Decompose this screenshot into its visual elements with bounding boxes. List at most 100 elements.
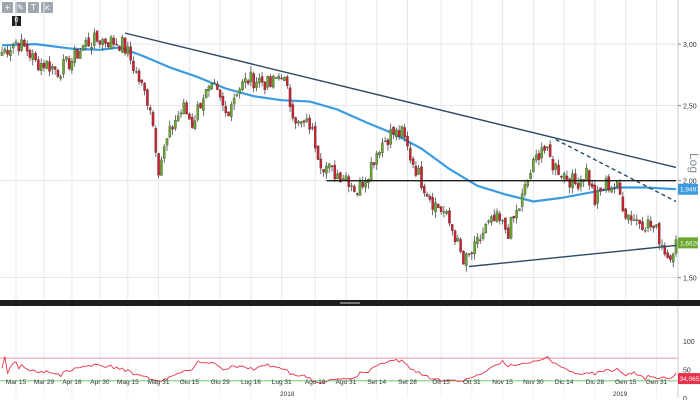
candle-body bbox=[260, 76, 264, 83]
candle-body bbox=[316, 145, 320, 160]
candle-body bbox=[162, 146, 166, 159]
candle-body bbox=[355, 193, 359, 195]
drawing-count-badge: 0 bbox=[12, 16, 21, 26]
candle-body bbox=[585, 167, 588, 181]
time-tick-label: Dic 14 bbox=[555, 379, 574, 386]
candle-body bbox=[417, 167, 420, 175]
candle-body bbox=[238, 88, 241, 94]
candle-body bbox=[311, 127, 314, 129]
candle-body bbox=[286, 76, 289, 86]
candle-body bbox=[146, 89, 149, 106]
time-tick-label: Nov 30 bbox=[523, 379, 544, 386]
candle-body bbox=[529, 173, 532, 179]
candle-body bbox=[84, 39, 88, 47]
candle-body bbox=[431, 197, 434, 210]
candle-body bbox=[604, 178, 608, 190]
candle-body bbox=[437, 203, 440, 209]
year-label: 2018 bbox=[280, 391, 295, 398]
candle-body bbox=[121, 36, 124, 53]
price-grid bbox=[0, 0, 678, 398]
crosshair-icon[interactable]: + bbox=[2, 2, 13, 13]
price-tick-label: 2,50 bbox=[683, 104, 697, 111]
candle-body bbox=[336, 173, 339, 180]
time-tick-label: Mag 31 bbox=[148, 379, 170, 386]
candle-body bbox=[459, 239, 462, 252]
candle-body bbox=[3, 48, 7, 53]
candle-body bbox=[635, 219, 639, 221]
candle-body bbox=[546, 146, 549, 149]
candle-body bbox=[171, 126, 174, 130]
candle-body bbox=[638, 219, 641, 224]
candle-body bbox=[305, 118, 309, 122]
candle-body bbox=[671, 253, 675, 263]
time-tick-label: Lug 16 bbox=[241, 379, 261, 386]
year-label: 2019 bbox=[613, 391, 628, 398]
time-tick-label: Mar 15 bbox=[6, 379, 27, 386]
time-tick-label: Giu 15 bbox=[180, 379, 200, 386]
candle-body bbox=[274, 77, 278, 79]
candle-body bbox=[613, 187, 616, 190]
candle-body bbox=[554, 163, 557, 170]
candle-body bbox=[283, 77, 286, 81]
candle-body bbox=[134, 71, 138, 73]
candle-body bbox=[411, 158, 415, 165]
text-tool-icon[interactable]: T bbox=[28, 2, 39, 13]
candle-body bbox=[372, 162, 376, 166]
candle-body bbox=[470, 252, 474, 255]
time-axis: Mar 15 Mar 29 Apr 16 Apr 30 Mag 15 Mag 31 Giu … bbox=[6, 379, 668, 398]
candle-body bbox=[258, 78, 261, 84]
candle-body bbox=[23, 40, 26, 47]
candle-body bbox=[39, 63, 43, 71]
candle-body bbox=[255, 81, 258, 88]
candle-body bbox=[93, 32, 96, 46]
candle-body bbox=[199, 102, 202, 109]
separator-handle bbox=[340, 302, 360, 304]
candle-body bbox=[299, 121, 303, 124]
price-axis: 3,00 2,50 2,00 1,50 1,9497 1,6626 bbox=[677, 0, 700, 300]
candle-body bbox=[288, 87, 292, 107]
time-tick-label: Gen 31 bbox=[646, 379, 668, 386]
time-tick-label: Set 14 bbox=[367, 379, 386, 386]
candle-body bbox=[227, 111, 230, 116]
candle-body bbox=[453, 230, 457, 243]
candle-body bbox=[540, 147, 544, 159]
candle-body bbox=[67, 58, 71, 69]
candle-body bbox=[333, 164, 337, 180]
candle-body bbox=[428, 196, 432, 200]
candle-body bbox=[509, 217, 513, 239]
candle-body bbox=[481, 232, 485, 239]
candle-body bbox=[232, 97, 236, 105]
candle-body bbox=[45, 60, 48, 69]
rsi-line bbox=[1, 355, 677, 384]
candle-body bbox=[383, 140, 387, 143]
pencil-icon[interactable]: ✎ bbox=[15, 2, 26, 13]
candle-body bbox=[543, 146, 546, 151]
candle-body bbox=[213, 82, 216, 84]
time-tick-label: Ott 15 bbox=[432, 379, 450, 386]
candle-body bbox=[375, 153, 379, 165]
candle-body bbox=[249, 71, 253, 83]
candle-body bbox=[579, 179, 583, 187]
candle-body bbox=[590, 183, 594, 188]
candle-body bbox=[190, 116, 194, 128]
candle-body bbox=[397, 130, 401, 137]
candle-body bbox=[467, 253, 471, 256]
time-tick-label: Nov 15 bbox=[492, 379, 513, 386]
candle-body bbox=[11, 44, 15, 49]
candle-body bbox=[174, 120, 177, 129]
time-tick-label: Gen 15 bbox=[615, 379, 637, 386]
candle-body bbox=[649, 220, 653, 228]
downtrend-resistance-line bbox=[124, 32, 677, 169]
candle-body bbox=[414, 166, 418, 176]
candle-body bbox=[76, 49, 79, 59]
delete-icon[interactable]: × bbox=[41, 2, 53, 13]
candle-body bbox=[476, 237, 479, 244]
candle-body bbox=[442, 211, 446, 213]
candle-body bbox=[660, 244, 664, 247]
panel-separator[interactable] bbox=[0, 300, 700, 306]
candle-body bbox=[565, 175, 569, 180]
candle-body bbox=[451, 224, 454, 231]
candle-body bbox=[537, 153, 541, 160]
log-scale-label[interactable]: Log bbox=[687, 153, 700, 173]
